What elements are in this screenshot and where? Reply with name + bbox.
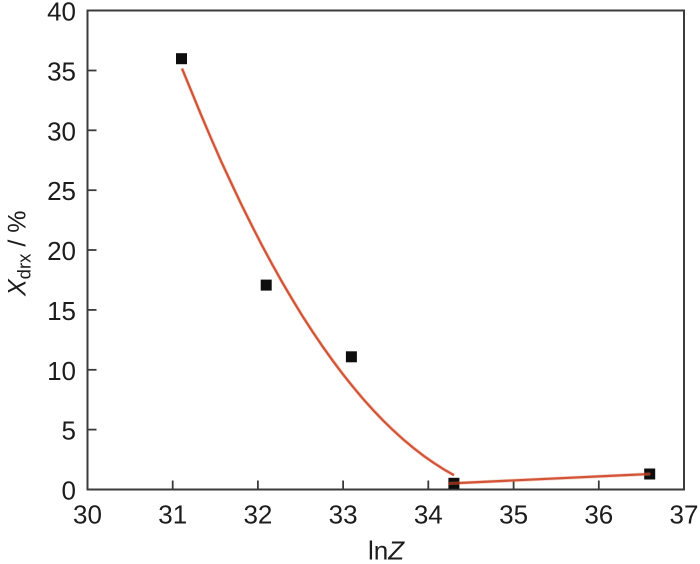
svg-text:20: 20: [47, 236, 76, 266]
svg-text:34: 34: [414, 499, 443, 529]
svg-text:31: 31: [158, 499, 187, 529]
svg-text:30: 30: [73, 499, 102, 529]
svg-text:35: 35: [499, 499, 528, 529]
svg-text:10: 10: [47, 356, 76, 386]
svg-text:0: 0: [62, 476, 76, 506]
svg-text:25: 25: [47, 176, 76, 206]
svg-text:lnZ: lnZ: [368, 536, 405, 564]
svg-text:36: 36: [584, 499, 613, 529]
svg-text:30: 30: [47, 116, 76, 146]
svg-text:37: 37: [670, 499, 699, 529]
svg-text:15: 15: [47, 296, 76, 326]
svg-text:33: 33: [329, 499, 358, 529]
svg-text:35: 35: [47, 57, 76, 87]
svg-text:Xdrx / %: Xdrx / %: [4, 211, 35, 297]
svg-text:40: 40: [47, 0, 76, 27]
svg-text:5: 5: [62, 416, 76, 446]
svg-text:32: 32: [243, 499, 272, 529]
